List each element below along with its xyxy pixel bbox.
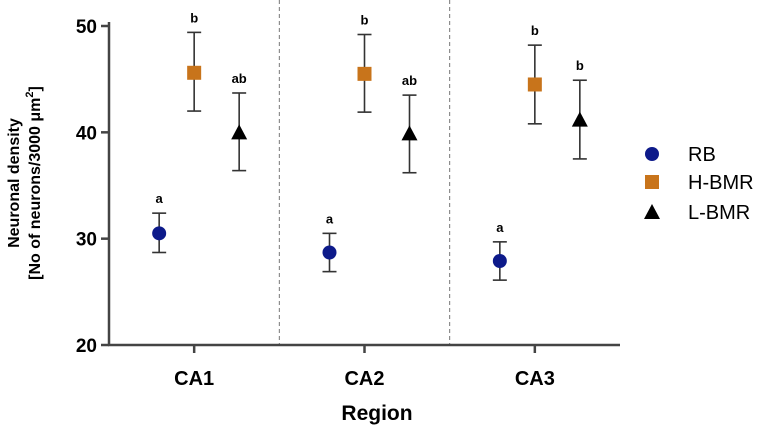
x-categories: CA1 CA2 CA3 — [174, 345, 555, 390]
x-category-label: CA1 — [174, 368, 214, 390]
significance-label: a — [496, 220, 504, 235]
y-tick-label: 40 — [76, 123, 97, 144]
legend-marker — [644, 204, 660, 219]
data-point — [401, 125, 418, 141]
data-point — [231, 124, 248, 140]
data-point — [357, 66, 372, 81]
significance-label: a — [326, 211, 334, 226]
y-unit-suffix: ] — [27, 86, 44, 91]
y-unit-superscript: 2 — [24, 91, 36, 97]
x-category-label: CA2 — [344, 368, 384, 390]
significance-label: b — [531, 23, 539, 38]
y-axis-title: Neuronal density — [6, 118, 23, 248]
series-h-bmr: b bb — [187, 10, 542, 125]
significance-label: a — [156, 191, 164, 206]
y-tick-label: 50 — [76, 17, 97, 38]
significance-label: ab — [232, 71, 247, 86]
data-point — [322, 245, 337, 260]
legend-label: L-BMR — [688, 202, 750, 224]
data-point — [492, 253, 507, 268]
legend-marker — [645, 147, 659, 161]
y-ticks: 20 30 40 50 — [76, 17, 109, 357]
y-tick-label: 20 — [76, 336, 97, 357]
legend-marker — [645, 175, 659, 189]
legend-label: RB — [688, 144, 716, 166]
series-rb: a a a — [152, 191, 507, 281]
significance-label: b — [576, 58, 584, 73]
x-category-label: CA3 — [515, 368, 555, 390]
data-point — [571, 111, 588, 127]
data-point — [152, 226, 167, 241]
legend: RB H-BMR L-BMR — [644, 144, 754, 224]
y-tick-label: 30 — [76, 230, 97, 251]
significance-label: b — [190, 10, 198, 25]
significance-label: b — [361, 13, 369, 28]
y-axis-title-unit: [No of neurons/3000 μm2] — [24, 86, 44, 280]
data-point — [527, 77, 542, 92]
legend-label: H-BMR — [688, 172, 754, 194]
region-separators — [278, 0, 451, 345]
significance-label: ab — [402, 73, 417, 88]
x-axis-title: Region — [341, 402, 412, 425]
data-point — [187, 65, 202, 80]
series-l-bmr: ab ab b — [231, 58, 588, 174]
y-unit-prefix: [No of neurons/3000 μm — [27, 98, 44, 280]
